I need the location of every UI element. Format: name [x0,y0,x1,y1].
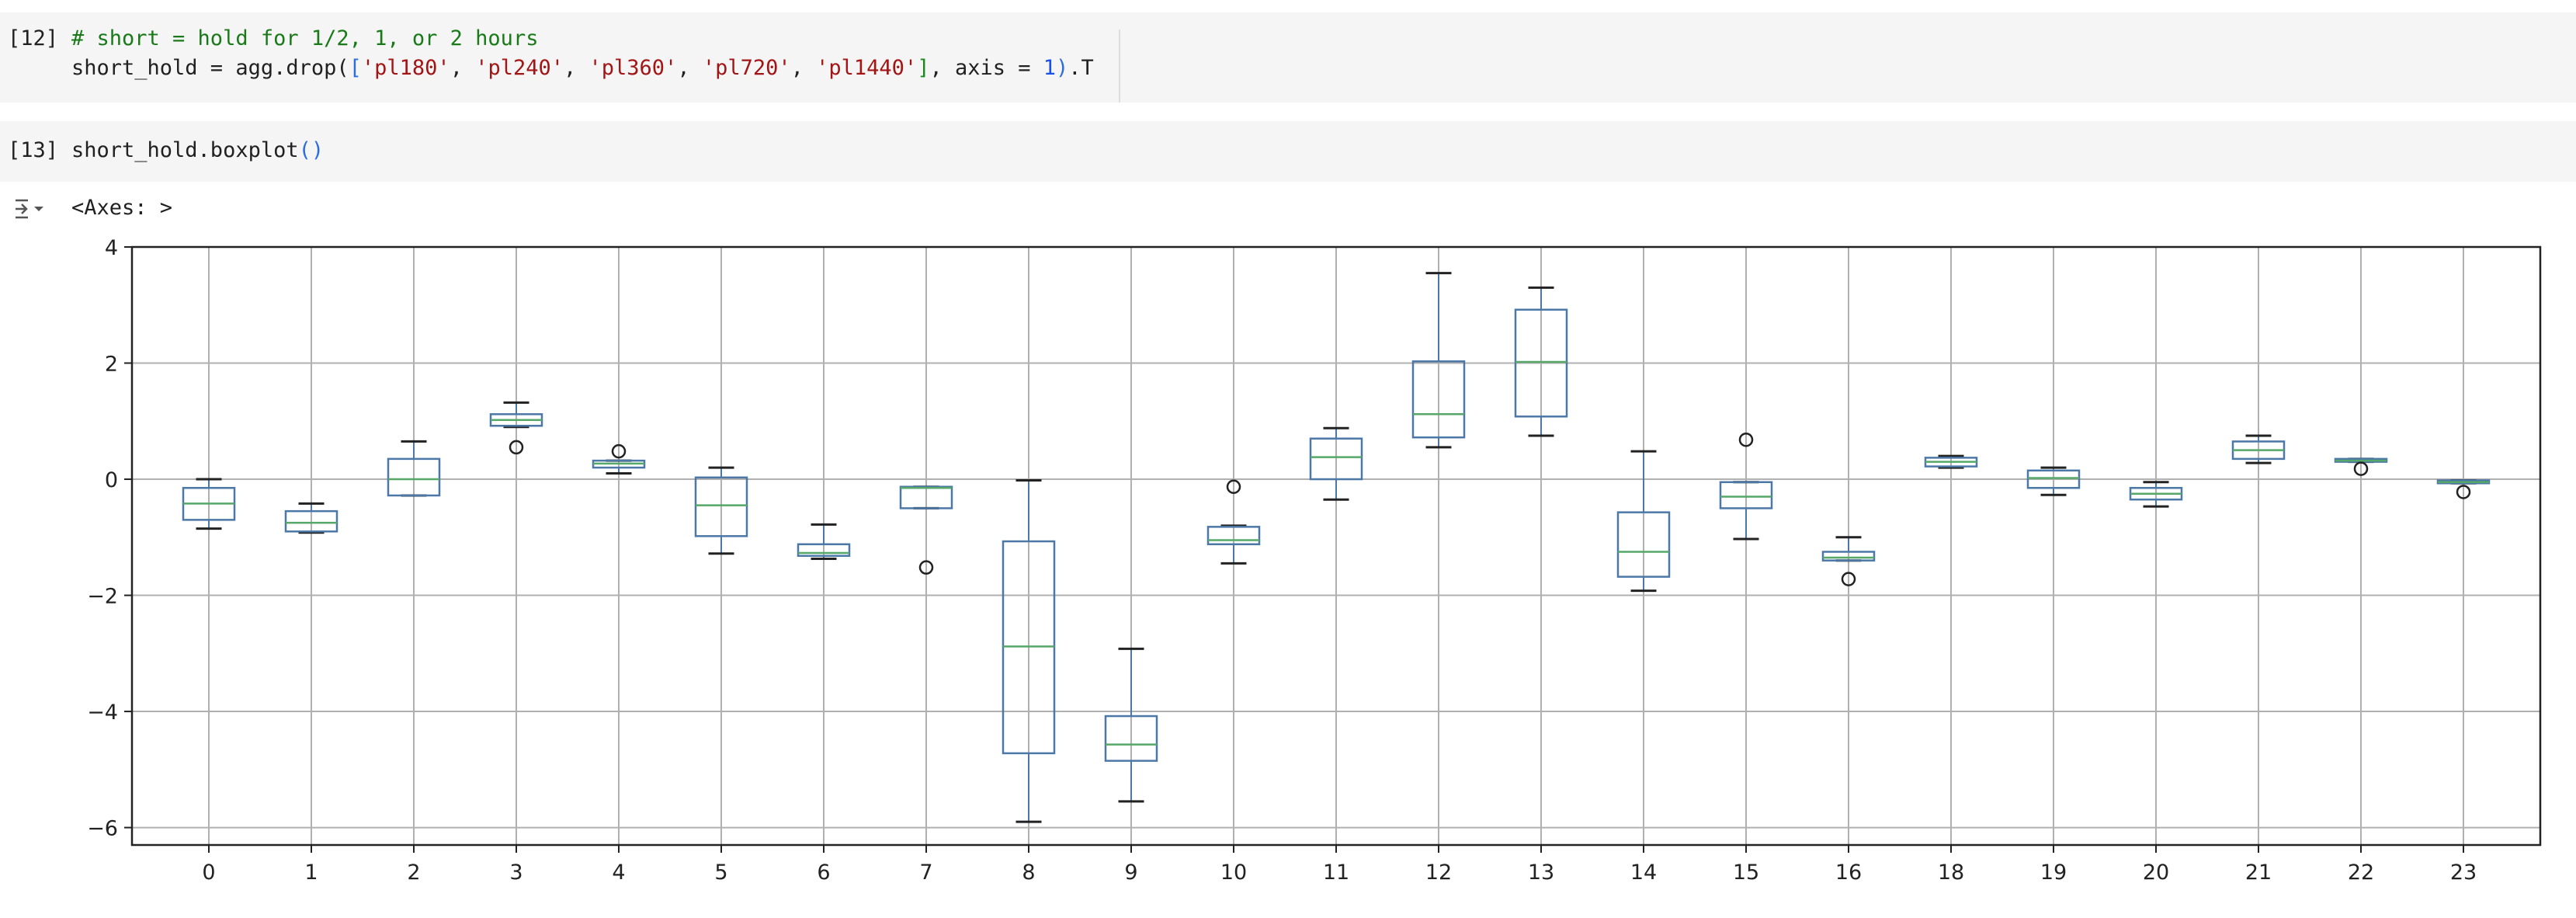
plot-frame [130,245,2542,847]
x-tick-label: 5 [714,861,727,885]
code-line-drop[interactable]: short_hold = agg.drop(['pl180', 'pl240',… [71,56,1094,80]
x-tick-label: 4 [612,861,625,885]
output-toggle-icon[interactable] [14,196,50,222]
code-string: 'pl240' [475,56,564,80]
code-sep: , [450,56,476,80]
boxplot-chart: 420−2−4−60 1 2 3 4 5 6 7 8 9 10 11 12 13 14 15 16 18 19 20 2… [87,236,2542,885]
x-tick-label: 10 [1220,861,1247,885]
x-tick-label: 21 [2245,861,2272,885]
y-tick-label: 0 [105,468,118,492]
box-body [899,485,953,509]
code-cell-13[interactable]: [13] short_hold.boxplot() [0,121,2576,182]
x-tick-label: 15 [1733,861,1759,885]
x-tick-label: 22 [2348,861,2374,885]
code-string: 'pl720' [702,56,791,80]
box-flier [1841,572,1856,586]
x-tick-label: 18 [1938,861,1964,885]
x-tick-label: 0 [202,861,215,885]
box-body [1616,511,1671,578]
x-tick-label: 20 [2143,861,2169,885]
x-tick-label: 9 [1124,861,1137,885]
box-body [1514,308,1568,418]
y-tick-label: −6 [87,817,118,841]
x-tick-label: 3 [509,861,522,885]
code-sep: , [790,56,817,80]
code-number: 1 [1043,56,1057,80]
box-body [1309,437,1363,481]
box-flier [509,440,524,455]
x-tick-label: 13 [1528,861,1554,885]
box-body [1104,715,1158,762]
box-flier [611,443,627,459]
code-paren: () [298,138,325,162]
code-cell-12[interactable]: [12] # short = hold for 1/2, 1, or 2 hou… [0,12,2576,103]
box-flier [918,560,934,575]
x-tick-label: 23 [2450,861,2477,885]
x-tick-label: 8 [1022,861,1035,885]
x-tick-label: 12 [1425,861,1452,885]
box-body [284,509,338,533]
box-flier [1738,432,1754,447]
box-flier [2353,461,2369,476]
box-body [694,476,748,537]
box-body [797,543,851,557]
x-tick-label: 2 [407,861,420,885]
box-body [1206,526,1261,546]
code-line-comment[interactable]: # short = hold for 1/2, 1, or 2 hours [71,26,538,50]
y-tick-label: −2 [87,585,118,609]
box-body [2026,469,2081,489]
box-flier [2456,485,2471,499]
code-sep: , [677,56,703,80]
box-body [387,457,441,497]
box-flier [1226,479,1241,494]
code-text: short_hold = agg.drop( [71,56,349,80]
box-body [1821,551,1876,562]
x-tick-label: 19 [2040,861,2067,885]
code-bracket: ] [917,56,930,80]
output-text: <Axes: > [71,196,173,220]
x-tick-label: 6 [817,861,830,885]
code-string: 'pl180' [361,56,450,80]
code-string: 'pl360' [588,56,678,80]
y-tick-label: −4 [87,701,118,725]
cell-prompt: [13] [8,138,59,162]
x-tick-label: 1 [304,861,318,885]
code-paren: ) [1056,56,1069,80]
x-tick-label: 11 [1323,861,1349,885]
code-string: 'pl1440' [816,56,918,80]
box-body [1411,360,1466,439]
y-tick-label: 4 [105,236,118,260]
code-line-boxplot[interactable]: short_hold.boxplot() [71,138,324,162]
x-tick-label: 7 [919,861,932,885]
y-tick-label: 2 [105,353,118,377]
code-text: .T [1068,56,1094,80]
editor-cursor-divider [1119,30,1120,103]
code-comment: # short = hold for 1/2, 1, or 2 hours [71,26,539,50]
x-tick-label: 16 [1835,861,1862,885]
code-text: short_hold.boxplot [71,138,299,162]
box-body [1719,481,1773,509]
code-bracket: [ [349,56,362,80]
cell-prompt: [12] [8,26,59,50]
code-sep: , [564,56,589,80]
x-tick-label: 14 [1630,861,1657,885]
code-text: , axis = [929,56,1043,80]
